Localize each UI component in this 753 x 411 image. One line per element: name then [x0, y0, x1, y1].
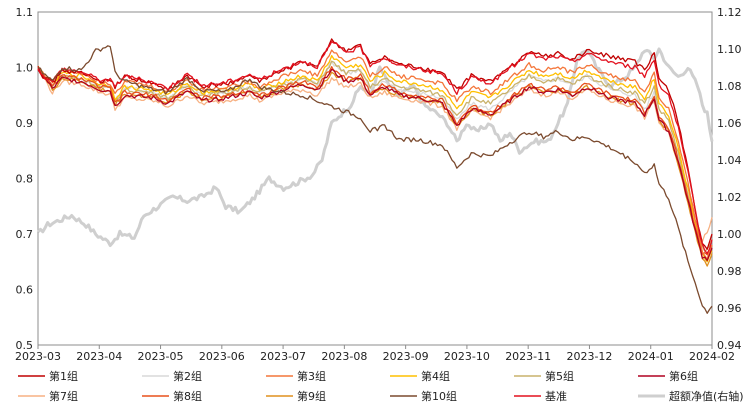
series-line-g6: [37, 66, 713, 262]
legend-label-g8: 第8组: [173, 389, 202, 403]
x-tick-label: 2023-07: [260, 350, 306, 363]
series-line-g8: [37, 66, 713, 256]
y-right-tick-label: 1.10: [717, 43, 742, 56]
legend-label-g6: 第6组: [669, 369, 698, 383]
legend-label-g4: 第4组: [421, 369, 450, 383]
y-right-tick-label: 0.94: [717, 339, 742, 352]
series-line-g1: [37, 38, 713, 250]
y-right-tick-label: 1.06: [717, 117, 742, 130]
y-right-tick-label: 1.08: [717, 80, 742, 93]
legend-label-g2: 第2组: [173, 369, 202, 383]
y-left-tick-label: 0.6: [16, 284, 34, 297]
series-line-g9: [37, 68, 713, 267]
legend-label-g3: 第3组: [297, 369, 326, 383]
series-line-g5: [37, 60, 713, 253]
legend-label-bench: 基准: [545, 390, 567, 403]
x-tick-label: 2023-05: [138, 350, 184, 363]
series-line-g3: [37, 49, 713, 260]
x-tick-label: 2023-04: [76, 350, 122, 363]
y-left-tick-label: 0.5: [16, 339, 34, 352]
y-left-tick-label: 0.8: [16, 173, 34, 186]
y-right-tick-label: 1.04: [717, 154, 742, 167]
y-right-tick-label: 1.12: [717, 6, 742, 19]
x-tick-label: 2023-12: [566, 350, 612, 363]
x-tick-label: 2023-11: [505, 350, 551, 363]
series-line-g10: [37, 45, 713, 314]
y-right-tick-label: 1.02: [717, 191, 742, 204]
x-tick-label: 2023-09: [383, 350, 429, 363]
y-left-tick-label: 1.0: [16, 62, 34, 75]
axes: 0.5 0.6 0.7 0.8 0.9 1.0 1.1 0.94 0.96 0.98 1.00 1.0…: [15, 6, 741, 363]
x-tick-label: 2023-03: [15, 350, 61, 363]
x-tick-label: 2023-10: [444, 350, 490, 363]
y-right-tick-label: 1.00: [717, 228, 742, 241]
legend-label-g1: 第1组: [49, 369, 78, 383]
x-tick-label: 2023-08: [321, 350, 367, 363]
series-lines: [36, 38, 714, 314]
series-line-excess: [36, 47, 714, 248]
plot-frame: [37, 11, 713, 346]
legend-label-g7: 第7组: [49, 389, 78, 403]
x-tick-label: 2023-06: [199, 350, 245, 363]
y-left-tick-label: 0.7: [16, 228, 34, 241]
y-right-tick-label: 0.98: [717, 265, 742, 278]
series-line-g4: [37, 54, 713, 263]
x-tick-label: 2024-02: [689, 350, 735, 363]
series-line-bench: [37, 41, 713, 255]
y-right-tick-label: 0.96: [717, 302, 742, 315]
x-tick-label: 2024-01: [628, 350, 674, 363]
legend-label-excess: 超额净值(右轴): [669, 389, 744, 403]
legend-label-g9: 第9组: [297, 389, 326, 403]
y-left-tick-label: 0.9: [16, 117, 34, 130]
series-line-g7: [37, 67, 713, 243]
y-left-tick-label: 1.1: [16, 6, 34, 19]
legend-label-g10: 第10组: [421, 389, 457, 403]
legend-label-g5: 第5组: [545, 369, 574, 383]
